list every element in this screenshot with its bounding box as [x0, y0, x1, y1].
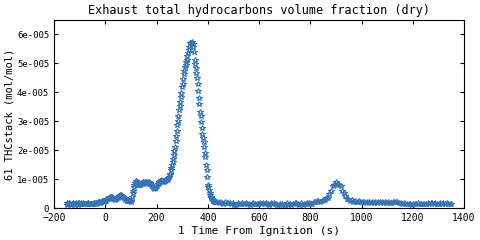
X-axis label: 1 Time From Ignition (s): 1 Time From Ignition (s) [178, 226, 340, 236]
Y-axis label: 61 THCstack (mol/mol): 61 THCstack (mol/mol) [4, 48, 14, 180]
Title: Exhaust total hydrocarbons volume fraction (dry): Exhaust total hydrocarbons volume fracti… [88, 4, 430, 17]
